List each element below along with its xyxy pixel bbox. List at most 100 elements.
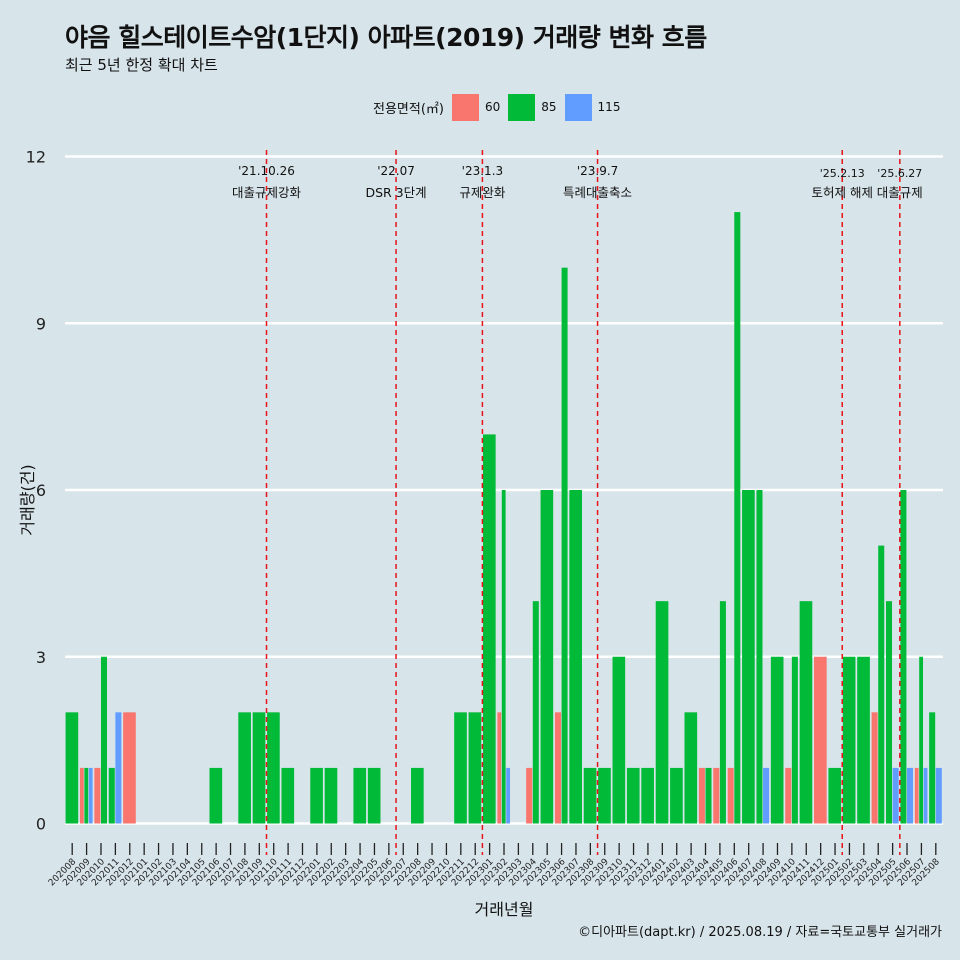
legend-swatch-60 xyxy=(451,93,479,121)
bar-85-202410 xyxy=(791,656,798,824)
bar-85-202403 xyxy=(684,712,698,824)
bar-115-202508 xyxy=(935,767,942,824)
bar-115-202507 xyxy=(923,767,928,824)
bar-60-202405 xyxy=(713,767,720,824)
bar-85-202308 xyxy=(583,767,597,824)
bar-85-202502 xyxy=(842,656,856,824)
bar-85-202507 xyxy=(919,656,924,824)
bar-85-202205 xyxy=(367,767,381,824)
y-tick-label: 6 xyxy=(36,481,46,500)
chart-title: 야음 힐스테이트수암(1단지) 아파트(2019) 거래량 변화 흐름 xyxy=(65,23,707,52)
bar-60-202012 xyxy=(123,712,136,824)
bar-85-202401 xyxy=(655,601,669,824)
y-axis-title: 거래량(건) xyxy=(18,464,37,535)
bar-85-202204 xyxy=(353,767,367,824)
y-tick-label: 12 xyxy=(26,148,46,167)
legend-label-115: 115 xyxy=(597,100,621,114)
bar-85-202304 xyxy=(532,601,539,824)
bar-85-202312 xyxy=(641,767,654,824)
bar-85-202406 xyxy=(734,212,741,824)
bar-85-202508 xyxy=(929,712,936,824)
bar-85-202402 xyxy=(670,767,683,824)
event-date-label: '23.9.7 xyxy=(577,164,618,178)
bar-115-202011 xyxy=(115,712,122,824)
bar-60-202412 xyxy=(814,656,827,824)
event-date-label: '21.10.26 xyxy=(238,164,295,178)
bar-60-202410 xyxy=(785,767,792,824)
bar-60-202504 xyxy=(871,712,878,824)
y-tick-label: 0 xyxy=(36,815,46,834)
legend-item-60: 60 xyxy=(451,93,501,121)
bar-85-202212 xyxy=(468,712,482,824)
bar-85-202106 xyxy=(209,767,223,824)
event-text-label: 대출규제강화 xyxy=(232,185,302,200)
legend-title: 전용면적(㎡) xyxy=(373,101,444,117)
bar-115-202009 xyxy=(88,767,93,824)
bar-85-202201 xyxy=(310,767,323,824)
bar-85-202301 xyxy=(482,434,496,824)
bar-85-202505 xyxy=(886,601,893,824)
bar-85-202504 xyxy=(878,545,885,824)
bar-85-202405 xyxy=(719,601,726,824)
bar-85-202307 xyxy=(569,490,582,824)
bar-60-202010 xyxy=(94,767,101,824)
legend: 전용면적(㎡) 60 85 115 xyxy=(373,93,628,121)
bar-115-202505 xyxy=(892,767,899,824)
bar-85-202009 xyxy=(84,767,89,824)
event-date-label: '23.1.3 xyxy=(462,164,503,178)
chart-subtitle: 최근 5년 한정 확대 차트 xyxy=(65,56,218,74)
event-text-label: DSR 3단계 xyxy=(365,185,426,200)
bar-85-202211 xyxy=(454,712,467,824)
event-text-label: 대출규제 xyxy=(877,185,923,200)
legend-swatch-85 xyxy=(508,93,536,121)
bar-85-202408 xyxy=(756,490,763,824)
bar-85-202011 xyxy=(108,767,115,824)
bar-115-202302 xyxy=(506,767,511,824)
bar-85-202302 xyxy=(501,490,506,824)
bar-85-202310 xyxy=(612,656,626,824)
bar-115-202506 xyxy=(907,767,914,824)
event-date-label: '22.07 xyxy=(377,164,415,178)
bar-85-202404 xyxy=(705,767,712,824)
legend-swatch-115 xyxy=(564,93,592,121)
y-tick-label: 9 xyxy=(36,314,46,333)
bar-85-202305 xyxy=(540,490,554,824)
bar-85-202202 xyxy=(324,767,338,824)
bar-85-202506 xyxy=(900,490,907,824)
bar-85-202109 xyxy=(252,712,266,824)
legend-label-85: 85 xyxy=(541,100,557,114)
bar-115-202408 xyxy=(763,767,770,824)
event-text-label: 특례대출축소 xyxy=(563,185,632,200)
bar-85-202008 xyxy=(65,712,79,824)
x-axis-title: 거래년월 xyxy=(475,900,534,919)
bar-85-202208 xyxy=(411,767,424,824)
bar-85-202010 xyxy=(100,656,108,824)
bar-60-202009 xyxy=(79,767,84,824)
bar-85-202108 xyxy=(238,712,251,824)
event-date-label: '25.2.13 xyxy=(820,167,865,180)
event-text-label: 토허제 해제 xyxy=(812,185,873,200)
bar-60-202306 xyxy=(554,712,561,824)
bar-85-202407 xyxy=(742,490,755,824)
bar-85-202110 xyxy=(267,712,280,824)
legend-item-85: 85 xyxy=(508,93,557,121)
bar-85-202306 xyxy=(561,267,568,824)
bar-85-202409 xyxy=(770,656,784,824)
bar-60-202304 xyxy=(526,767,533,824)
bar-85-202311 xyxy=(626,767,640,824)
bar-60-202404 xyxy=(698,767,705,824)
event-text-label: 규제완화 xyxy=(459,185,506,200)
source-caption: ©디아파트(dapt.kr) / 2025.08.19 / 자료=국토교통부 실… xyxy=(578,925,942,940)
y-tick-label: 3 xyxy=(36,648,46,667)
event-date-label: '25.6.27 xyxy=(877,167,922,180)
bar-85-202503 xyxy=(857,656,870,824)
bar-85-202501 xyxy=(828,767,842,824)
bar-85-202309 xyxy=(598,767,611,824)
bar-85-202411 xyxy=(799,601,813,824)
legend-item-115: 115 xyxy=(564,93,621,121)
legend-label-60: 60 xyxy=(484,100,501,114)
bar-60-202302 xyxy=(497,712,502,824)
bar-60-202507 xyxy=(914,767,919,824)
bar-85-202111 xyxy=(281,767,295,824)
